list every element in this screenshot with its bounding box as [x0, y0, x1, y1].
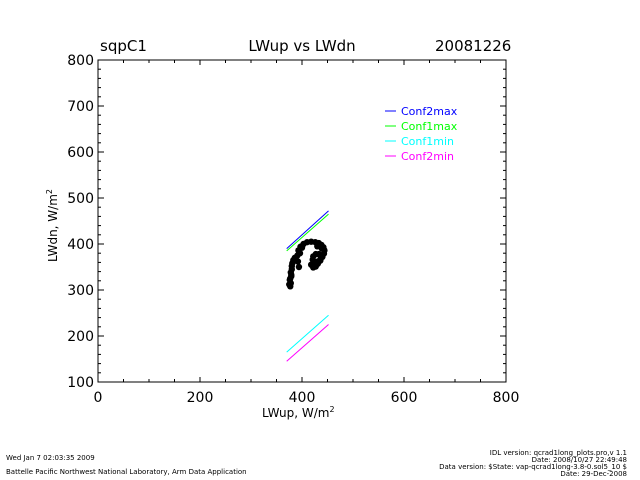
idl-date: Date: 2008/10/27 22:49:48 — [532, 456, 627, 464]
y-tick-label: 500 — [67, 191, 94, 207]
y-tick-label: 700 — [67, 99, 94, 115]
scatter-point — [298, 244, 306, 251]
y-tick-label: 600 — [67, 145, 94, 161]
x-axis-label: LWup, W/m2 — [262, 405, 335, 420]
series-line-conf2min — [286, 324, 329, 362]
scatter-point — [296, 250, 304, 257]
idl-version: IDL version: qcrad1long_plots.pro,v 1.1 — [490, 449, 627, 457]
scatter-point — [295, 263, 303, 271]
scatter-point — [314, 243, 321, 250]
data-date: Date: 29-Dec-2008 — [560, 470, 627, 478]
x-tick-label: 600 — [391, 390, 418, 406]
institution: Battelle Pacific Northwest National Labo… — [6, 468, 247, 476]
run-time: Wed Jan 7 02:03:35 2009 — [6, 454, 95, 462]
scatter-point — [286, 281, 293, 288]
x-tick-label: 800 — [493, 390, 520, 406]
y-tick-label: 400 — [67, 237, 94, 253]
series-line-conf1max — [286, 213, 329, 252]
scatter-point — [288, 271, 295, 279]
x-tick-label: 400 — [289, 390, 316, 406]
x-tick-label: 0 — [94, 390, 103, 406]
scatter-point — [307, 261, 315, 268]
legend-label: Conf1max — [401, 120, 458, 133]
y-tick-label: 100 — [67, 375, 94, 391]
site-label: sqpC1 — [100, 37, 147, 55]
scatter-points — [286, 238, 328, 290]
y-tick-label: 800 — [67, 53, 94, 69]
data-version: Data version: $State: vap-qcrad1long-3.8… — [439, 463, 627, 471]
legend: Conf2max Conf1max Conf1min Conf2min — [385, 105, 458, 163]
scatter-point — [294, 258, 302, 265]
series-lines — [286, 210, 329, 362]
series-line-conf2max — [286, 210, 329, 249]
y-tick-label: 300 — [67, 283, 94, 299]
legend-label: Conf2min — [401, 150, 454, 163]
legend-label: Conf2max — [401, 105, 458, 118]
y-axis-label: LWdn, W/m2 — [45, 189, 60, 262]
legend-label: Conf1min — [401, 135, 454, 148]
axis-ticks: 0 200 400 600 800 100 200 300 400 500 600 700 800 — [67, 53, 519, 406]
date-label: 20081226 — [435, 37, 511, 55]
chart-title: LWup vs LWdn — [248, 37, 355, 55]
y-tick-label: 200 — [67, 329, 94, 345]
x-tick-label: 200 — [187, 390, 214, 406]
series-line-conf1min — [286, 314, 329, 353]
